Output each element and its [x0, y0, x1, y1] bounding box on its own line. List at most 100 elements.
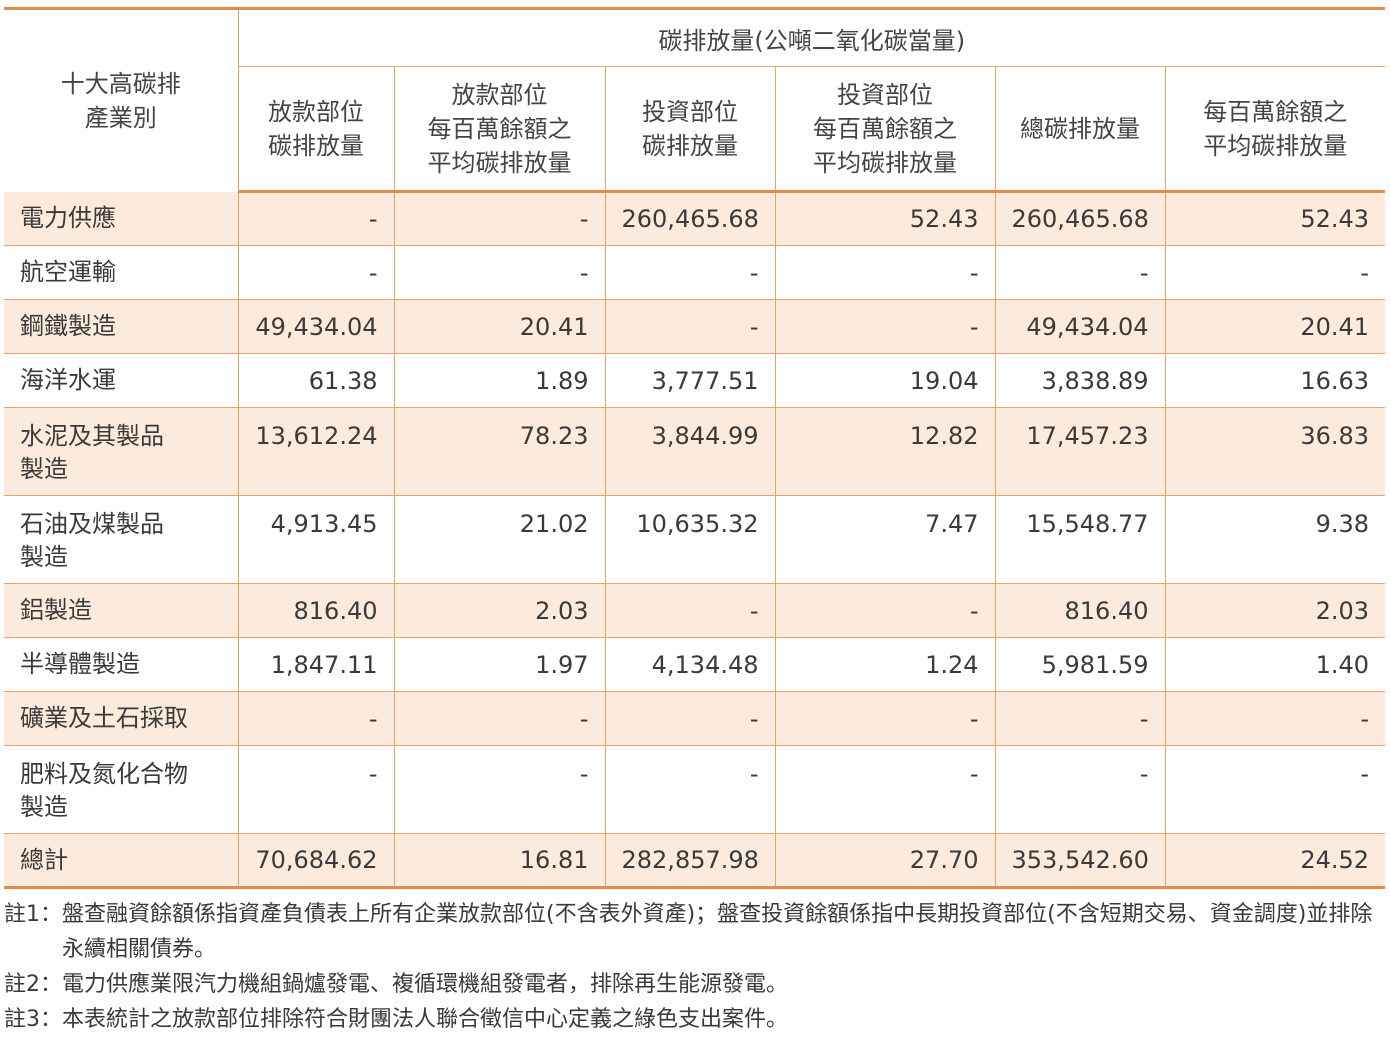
industry-name: 水泥及其製品 製造: [4, 407, 239, 496]
value-cell: 10,635.32: [604, 495, 776, 584]
value-cell: 19.04: [774, 353, 996, 408]
footnote-label: 註3：: [4, 1007, 62, 1032]
value-cell: -: [1164, 745, 1386, 834]
column-header-total-emissions: 總碳排放量: [994, 66, 1166, 193]
total-value-cell: 24.52: [1164, 833, 1386, 889]
value-cell: -: [774, 583, 996, 638]
value-cell: -: [994, 245, 1166, 300]
value-cell: -: [1164, 691, 1386, 746]
header-line: 碳排放量: [642, 131, 738, 160]
value-cell: 260,465.68: [604, 191, 776, 246]
value-cell: -: [237, 745, 395, 834]
value-cell: 49,434.04: [994, 299, 1166, 354]
value-cell: 1.40: [1164, 637, 1386, 692]
header-line: 碳排放量: [268, 131, 364, 160]
footnote-text: 電力供應業限汽力機組鍋爐發電、複循環機組發電者，排除再生能源發電。: [62, 972, 789, 997]
industry-name-line: 海洋水運: [20, 366, 116, 394]
value-cell: 7.47: [774, 495, 996, 584]
value-cell: 13,612.24: [237, 407, 395, 496]
value-cell: 36.83: [1164, 407, 1386, 496]
table-row: 鋼鐵製造 49,434.04 20.41 - - 49,434.04 20.41: [4, 299, 1386, 354]
value-cell: -: [774, 299, 996, 354]
industry-name-line: 半導體製造: [20, 650, 140, 678]
value-cell: 61.38: [237, 353, 395, 408]
footnote: 註1： 盤查融資餘額係指資產負債表上所有企業放款部位(不含表外資產)；盤查投資餘…: [4, 897, 1388, 967]
table-row: 半導體製造 1,847.11 1.97 4,134.48 1.24 5,981.…: [4, 637, 1386, 692]
industry-name-line: 鋁製造: [20, 596, 92, 624]
table-row: 水泥及其製品 製造 13,612.24 78.23 3,844.99 12.82…: [4, 407, 1386, 496]
footnote-label: 註1：: [4, 902, 62, 927]
industry-header: 十大高碳排 產業別: [4, 7, 239, 192]
header-line: 每百萬餘額之: [1203, 97, 1348, 126]
header-line: 投資部位: [642, 97, 738, 126]
industry-name: 航空運輸: [4, 245, 239, 300]
industry-name-line: 航空運輸: [20, 258, 116, 286]
header-line: 放款部位: [268, 97, 364, 126]
value-cell: -: [604, 691, 776, 746]
footnotes: 註1： 盤查融資餘額係指資產負債表上所有企業放款部位(不含表外資產)；盤查投資餘…: [4, 897, 1388, 1037]
industry-name: 石油及煤製品 製造: [4, 495, 239, 584]
table-row: 電力供應 - - 260,465.68 52.43 260,465.68 52.…: [4, 191, 1386, 246]
value-cell: 20.41: [1164, 299, 1386, 354]
industry-name-line: 礦業及土石採取: [20, 704, 188, 732]
value-cell: 4,913.45: [237, 495, 395, 584]
header-line: 產業別: [84, 103, 157, 132]
footnote: 註3： 本表統計之放款部位排除符合財團法人聯合徵信中心定義之綠色支出案件。: [4, 1002, 1388, 1037]
industry-name: 礦業及土石採取: [4, 691, 239, 746]
value-cell: -: [994, 691, 1166, 746]
carbon-emissions-table: 十大高碳排 產業別 碳排放量(公噸二氧化碳當量) 放款部位 碳排放量 放款部位 …: [4, 7, 1386, 889]
column-header-loan-emissions: 放款部位 碳排放量: [238, 66, 395, 193]
industry-name-line: 總計: [20, 845, 68, 874]
total-value-cell: 27.70: [774, 833, 996, 889]
industry-name-line: 石油及煤製品: [20, 510, 164, 538]
industry-name: 鋁製造: [4, 583, 239, 638]
value-cell: 1.89: [393, 353, 606, 408]
value-cell: -: [774, 245, 996, 300]
value-cell: 4,134.48: [604, 637, 776, 692]
footnote-text: 本表統計之放款部位排除符合財團法人聯合徵信中心定義之綠色支出案件。: [62, 1007, 789, 1032]
total-label: 總計: [4, 833, 239, 889]
value-cell: -: [994, 745, 1166, 834]
value-cell: -: [604, 583, 776, 638]
footnote: 註2： 電力供應業限汽力機組鍋爐發電、複循環機組發電者，排除再生能源發電。: [4, 967, 1388, 1002]
industry-name-line: 肥料及氮化合物: [20, 760, 188, 788]
footnote-text: 盤查融資餘額係指資產負債表上所有企業放款部位(不含表外資產)；盤查投資餘額係指中…: [62, 902, 1373, 962]
industry-name: 海洋水運: [4, 353, 239, 408]
header-line: 放款部位: [451, 80, 548, 109]
value-cell: -: [604, 299, 776, 354]
value-cell: -: [393, 191, 606, 246]
total-value-cell: 70,684.62: [237, 833, 395, 889]
industry-name-line: 製造: [20, 793, 68, 821]
industry-name-line: 製造: [20, 543, 68, 571]
header-line: 每百萬餘額之: [813, 114, 957, 143]
value-cell: -: [237, 245, 395, 300]
header-line: 平均碳排放量: [1203, 131, 1348, 160]
total-value-cell: 282,857.98: [604, 833, 776, 889]
value-cell: 2.03: [1164, 583, 1386, 638]
table-row: 航空運輸 - - - - - -: [4, 245, 1386, 300]
value-cell: -: [237, 191, 395, 246]
value-cell: -: [1164, 245, 1386, 300]
value-cell: 78.23: [393, 407, 606, 496]
value-cell: 21.02: [393, 495, 606, 584]
table-row: 海洋水運 61.38 1.89 3,777.51 19.04 3,838.89 …: [4, 353, 1386, 408]
total-value-cell: 353,542.60: [994, 833, 1166, 889]
industry-name: 半導體製造: [4, 637, 239, 692]
value-cell: 2.03: [393, 583, 606, 638]
value-cell: -: [774, 691, 996, 746]
value-cell: 15,548.77: [994, 495, 1166, 584]
industry-name-line: 電力供應: [20, 203, 116, 232]
value-cell: 20.41: [393, 299, 606, 354]
value-cell: -: [774, 745, 996, 834]
table-row: 礦業及土石採取 - - - - - -: [4, 691, 1386, 746]
industry-name-line: 鋼鐵製造: [20, 312, 116, 340]
value-cell: -: [393, 691, 606, 746]
industry-name: 電力供應: [4, 191, 239, 246]
value-cell: -: [604, 245, 776, 300]
header-line: 投資部位: [837, 80, 933, 109]
value-cell: 5,981.59: [994, 637, 1166, 692]
industry-name-line: 製造: [20, 455, 68, 483]
value-cell: 17,457.23: [994, 407, 1166, 496]
value-cell: 3,777.51: [604, 353, 776, 408]
value-cell: 3,844.99: [604, 407, 776, 496]
